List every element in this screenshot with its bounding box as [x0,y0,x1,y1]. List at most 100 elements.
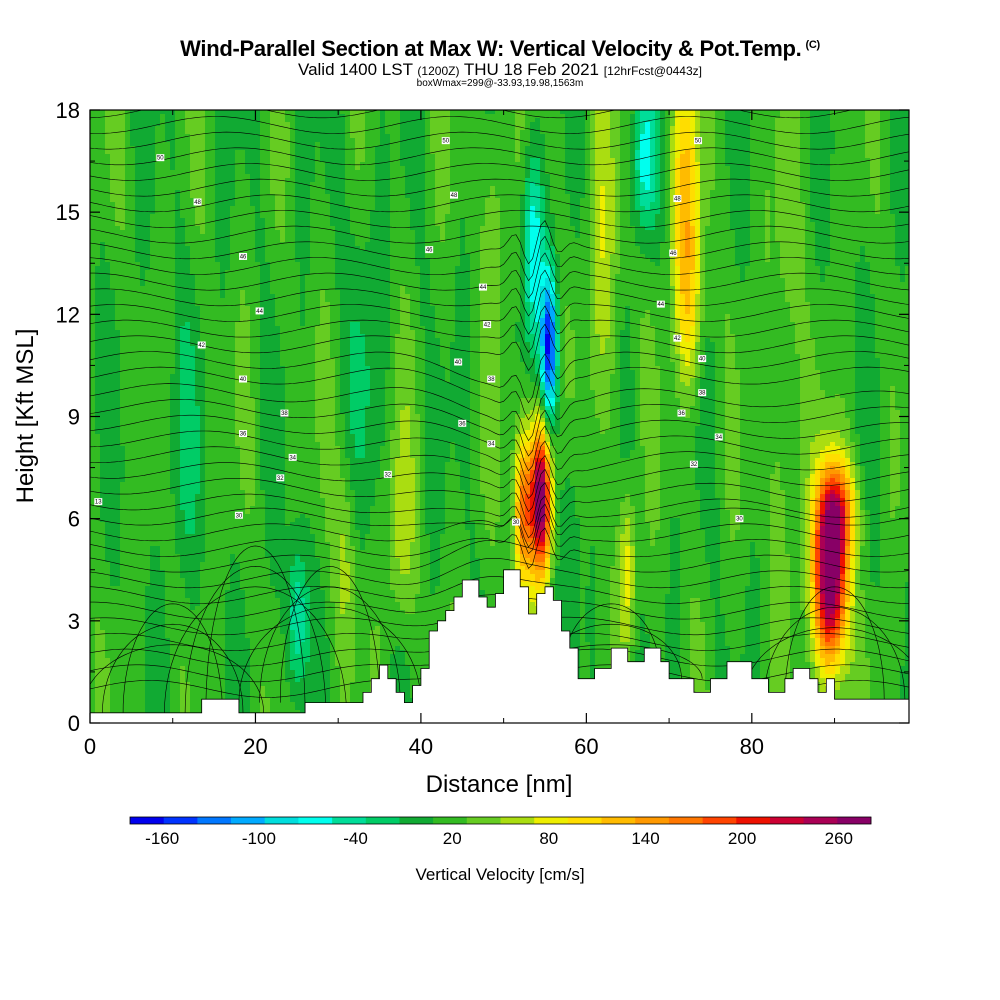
velocity-cell [410,166,416,171]
velocity-cell [235,134,241,139]
velocity-cell [900,202,906,207]
velocity-cell [495,114,501,119]
velocity-cell [105,214,111,219]
velocity-cell [565,118,571,123]
velocity-cell [95,118,101,123]
velocity-cell [160,230,166,235]
velocity-cell [275,170,281,175]
velocity-cell [850,210,856,215]
velocity-cell [180,138,186,143]
velocity-cell [690,186,696,191]
velocity-cell [395,214,401,219]
velocity-cell [340,174,346,179]
velocity-cell [640,142,646,147]
velocity-cell [335,150,341,155]
velocity-cell [160,166,166,171]
velocity-cell [560,214,566,219]
velocity-cell [780,206,786,211]
velocity-cell [265,218,271,223]
velocity-cell [745,182,751,187]
velocity-cell [675,178,681,183]
velocity-cell [640,202,646,207]
velocity-cell [815,166,821,171]
velocity-cell [515,114,521,119]
velocity-cell [725,122,731,127]
velocity-cell [320,206,326,211]
velocity-cell [495,138,501,143]
velocity-cell [370,138,376,143]
velocity-cell [660,178,666,183]
velocity-cell [120,158,126,163]
velocity-cell [355,226,361,231]
velocity-cell [240,182,246,187]
velocity-cell [545,214,551,219]
velocity-cell [100,202,106,207]
velocity-cell [540,178,546,183]
velocity-cell [565,202,571,207]
velocity-cell [505,114,511,119]
velocity-cell [110,198,116,203]
velocity-cell [100,142,106,147]
velocity-cell [205,190,211,195]
velocity-cell [835,190,841,195]
velocity-cell [585,126,591,131]
velocity-cell [390,222,396,227]
velocity-cell [170,218,176,223]
velocity-cell [460,110,466,115]
velocity-cell [850,198,856,203]
velocity-cell [335,126,341,131]
velocity-cell [215,190,221,195]
velocity-cell [365,170,371,175]
velocity-cell [180,218,186,223]
velocity-cell [845,130,851,135]
velocity-cell [555,190,561,195]
velocity-cell [860,202,866,207]
velocity-cell [620,190,626,195]
velocity-cell [775,214,781,219]
velocity-cell [190,126,196,131]
velocity-cell [220,170,226,175]
velocity-cell [695,162,701,167]
velocity-cell [710,166,716,171]
velocity-cell [110,222,116,227]
velocity-cell [750,198,756,203]
velocity-cell [720,182,726,187]
velocity-cell [460,150,466,155]
velocity-cell [690,174,696,179]
velocity-cell [565,154,571,159]
velocity-cell [660,122,666,127]
velocity-cell [465,206,471,211]
velocity-cell [205,174,211,179]
velocity-cell [855,178,861,183]
velocity-cell [435,150,441,155]
velocity-cell [835,198,841,203]
velocity-cell [665,122,671,127]
velocity-cell [855,170,861,175]
velocity-cell [310,190,316,195]
velocity-cell [785,138,791,143]
velocity-cell [325,110,331,115]
velocity-cell [110,158,116,163]
velocity-cell [575,214,581,219]
velocity-cell [430,130,436,135]
velocity-cell [350,210,356,215]
velocity-cell [730,174,736,179]
velocity-cell [870,126,876,131]
velocity-cell [355,174,361,179]
velocity-cell [140,174,146,179]
velocity-cell [120,186,126,191]
velocity-cell [375,166,381,171]
velocity-cell [635,210,641,215]
velocity-cell [845,166,851,171]
velocity-cell [545,194,551,199]
velocity-cell [685,174,691,179]
velocity-cell [345,110,351,115]
velocity-cell [840,158,846,163]
velocity-cell [685,162,691,167]
velocity-cell [105,174,111,179]
velocity-cell [415,146,421,151]
velocity-cell [780,110,786,115]
velocity-cell [680,190,686,195]
velocity-cell [200,114,206,119]
velocity-cell [110,166,116,171]
